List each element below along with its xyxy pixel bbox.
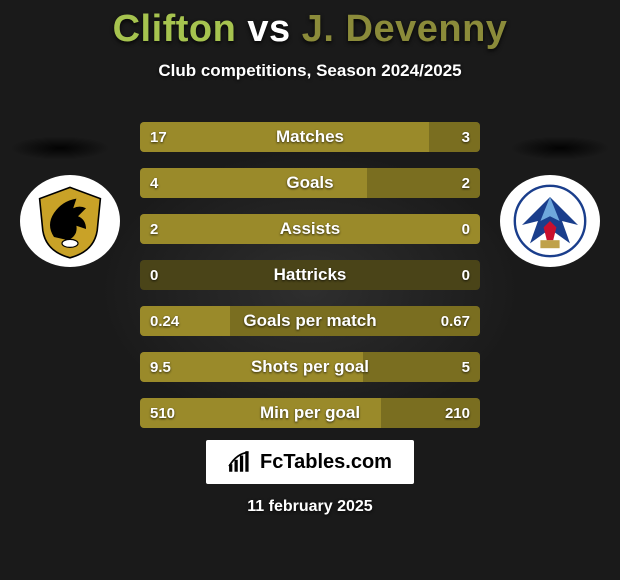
player2-name: J. Devenny bbox=[302, 8, 508, 50]
stat-bars: Matches173 Goals42 Assists20 Hattricks0 0 Goa… bbox=[140, 122, 480, 444]
team-crest-left bbox=[20, 175, 120, 267]
stat-bar-left bbox=[140, 352, 363, 382]
player1-name: Clifton bbox=[113, 8, 237, 50]
stat-bar-left bbox=[140, 122, 429, 152]
stat-bar-left bbox=[140, 398, 381, 428]
subtitle: Club competitions, Season 2024/2025 bbox=[0, 61, 620, 81]
stat-bar-right bbox=[363, 352, 480, 382]
stat-row: Assists20 bbox=[140, 214, 480, 244]
stat-bar-right bbox=[367, 168, 480, 198]
team-crest-right bbox=[500, 175, 600, 267]
stat-row: Goals42 bbox=[140, 168, 480, 198]
stat-bar-left bbox=[140, 168, 367, 198]
stat-row: Matches173 bbox=[140, 122, 480, 152]
crest-shadow-right bbox=[510, 136, 610, 160]
stat-bar-right bbox=[381, 398, 480, 428]
stat-label: Hattricks bbox=[140, 260, 480, 290]
stat-bar-right bbox=[230, 306, 480, 336]
stat-value-right: 0 bbox=[462, 260, 470, 290]
crest-shadow-left bbox=[10, 136, 110, 160]
stat-row: Goals per match0.240.67 bbox=[140, 306, 480, 336]
watermark: FcTables.com bbox=[206, 440, 414, 484]
stat-bar-left bbox=[140, 214, 480, 244]
comparison-title: Clifton vs J. Devenny bbox=[0, 0, 620, 51]
doncaster-rovers-icon bbox=[28, 181, 112, 261]
stat-row: Shots per goal9.55 bbox=[140, 352, 480, 382]
stat-bar-right bbox=[429, 122, 480, 152]
stat-value-left: 0 bbox=[150, 260, 158, 290]
stat-row: Hattricks0 0 bbox=[140, 260, 480, 290]
watermark-text: FcTables.com bbox=[260, 451, 392, 474]
crystal-palace-icon bbox=[508, 181, 592, 261]
stat-row: Min per goal510210 bbox=[140, 398, 480, 428]
fctables-logo-icon bbox=[228, 451, 254, 473]
stat-bar-left bbox=[140, 306, 230, 336]
comparison-date: 11 february 2025 bbox=[0, 498, 620, 516]
vs-separator: vs bbox=[247, 8, 290, 50]
